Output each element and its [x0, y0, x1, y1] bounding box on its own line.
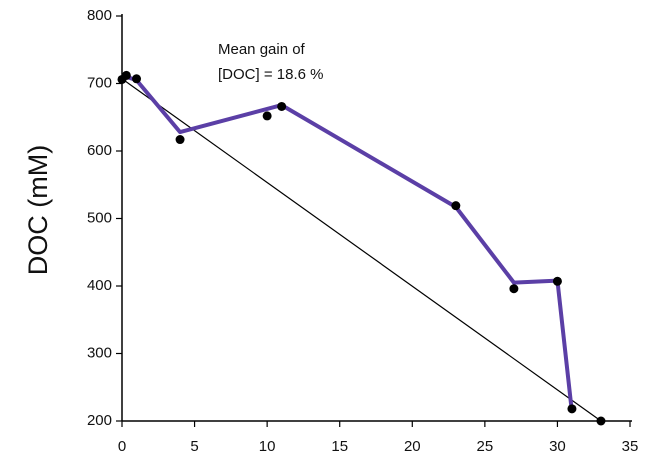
- data-point: [175, 135, 185, 145]
- data-point: [509, 284, 519, 294]
- data-point: [132, 74, 142, 84]
- series-line: [121, 78, 602, 422]
- annotation: [DOC] = 18.6 %: [218, 66, 323, 83]
- data-point: [451, 201, 461, 211]
- x-tick-label: 35: [622, 438, 639, 455]
- x-tick-label: 25: [477, 438, 494, 455]
- y-tick-label: 200: [87, 412, 112, 429]
- annotation: Mean gain of: [218, 41, 306, 58]
- data-point: [121, 70, 131, 80]
- x-tick-label: 5: [190, 438, 198, 455]
- data-point: [567, 404, 577, 414]
- y-tick-label: 500: [87, 209, 112, 226]
- y-tick-label: 300: [87, 344, 112, 361]
- data-point: [552, 276, 562, 286]
- data-point: [262, 111, 272, 121]
- series-line: [121, 73, 574, 413]
- x-tick-label: 30: [549, 438, 566, 455]
- x-tick-label: 20: [404, 438, 421, 455]
- x-tick-label: 15: [331, 438, 348, 455]
- y-tick-label: 700: [87, 74, 112, 91]
- y-tick-label: 800: [87, 7, 112, 24]
- data-point: [277, 101, 287, 111]
- y-axis-label: DOC (mM): [23, 145, 53, 275]
- x-tick-label: 0: [118, 438, 126, 455]
- data-point: [596, 416, 606, 426]
- y-tick-label: 400: [87, 277, 112, 294]
- y-tick-label: 600: [87, 142, 112, 159]
- x-tick-label: 10: [259, 438, 276, 455]
